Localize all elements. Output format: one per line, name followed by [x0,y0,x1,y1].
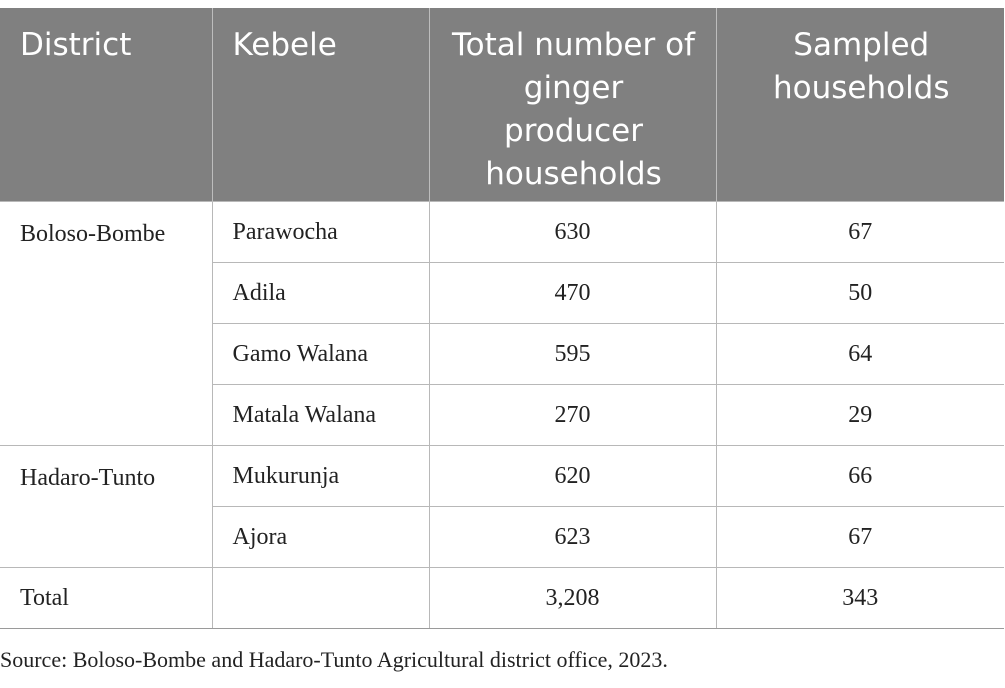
sampled-cell: 66 [715,444,1004,507]
total-label-cell: Total [0,566,213,629]
kebele-cell: Ajora [212,505,430,568]
total-cell: 620 [428,444,717,507]
table-row: Ajora 623 67 [0,505,1004,568]
kebele-cell: Parawocha [211,200,430,263]
table-row: Adila 470 50 [0,261,1004,324]
sampled-cell: 64 [715,322,1004,385]
total-cell: 270 [428,383,717,446]
table-row: Gamo Walana 595 64 [0,322,1004,385]
kebele-cell: Mukurunja [211,444,430,507]
table-row: Hadaro-Tunto Mukurunja 620 66 [0,444,1004,568]
district-cell: Hadaro-Tunto [0,444,213,568]
households-table: District Kebele Total number of ginger p… [0,8,1004,629]
header-district: District [0,8,212,201]
grand-sampled-cell: 343 [715,566,1004,629]
sampled-cell: 67 [715,505,1004,568]
header-sampled-households: Sampled households [715,8,1004,201]
total-cell: 595 [428,322,717,385]
table-header: District Kebele Total number of ginger p… [0,8,1004,201]
district-cell: Boloso-Bombe [0,200,213,446]
total-kebele-cell [211,566,430,629]
sampled-cell: 29 [715,383,1004,446]
sampled-cell: 67 [715,200,1004,263]
total-cell: 630 [428,200,717,263]
header-total-households: Total number of ginger producer househol… [428,8,716,201]
sampled-cell: 50 [715,261,1004,324]
header-row: District Kebele Total number of ginger p… [0,8,1004,201]
kebele-cell: Gamo Walana [212,322,430,385]
grand-total-cell: 3,208 [428,566,717,629]
table-row: Boloso-Bombe Parawocha 630 67 [0,200,1004,446]
table-body: Boloso-Bombe Parawocha 630 67 Adila 470 … [0,200,1004,629]
header-kebele: Kebele [211,8,429,201]
kebele-cell: Matala Walana [212,383,430,446]
kebele-cell: Adila [212,261,430,324]
source-note: Source: Boloso-Bombe and Hadaro-Tunto Ag… [0,647,668,672]
total-row: Total 3,208 343 [0,566,1004,629]
total-cell: 623 [428,505,717,568]
total-cell: 470 [428,261,717,324]
